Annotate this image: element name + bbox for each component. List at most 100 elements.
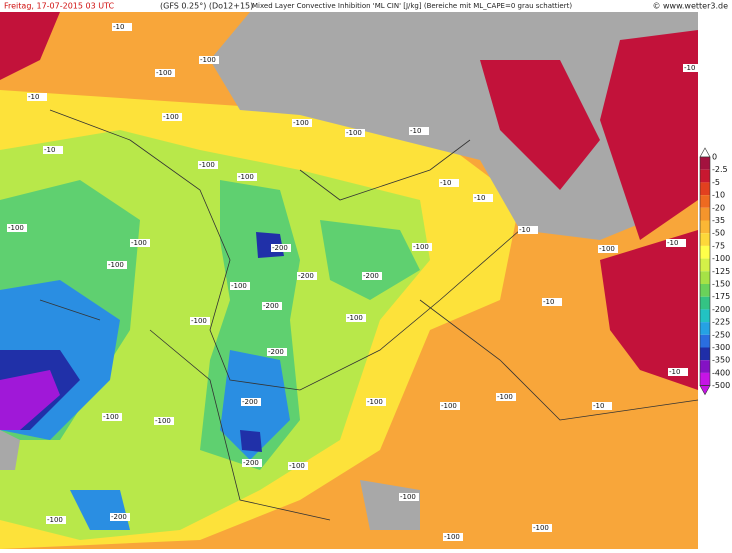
contour-label: -100 xyxy=(199,161,215,169)
field xyxy=(0,12,698,390)
colorbar-swatch xyxy=(700,360,710,373)
label-box xyxy=(154,417,174,425)
colorbar-label: -75 xyxy=(712,241,725,250)
contour-label: -10 xyxy=(28,93,39,101)
contour-label: -200 xyxy=(111,513,127,521)
colorbar-swatch xyxy=(700,169,710,183)
label-box xyxy=(683,64,703,72)
label-box xyxy=(345,129,365,137)
colorbar-label: -50 xyxy=(712,229,725,238)
label-box xyxy=(412,243,432,251)
map xyxy=(0,12,699,549)
contour-label: -100 xyxy=(47,516,63,524)
contour-label: -10 xyxy=(519,226,530,234)
contour-label: -100 xyxy=(599,245,615,253)
contour-label: -100 xyxy=(231,282,247,290)
contour-label: -100 xyxy=(497,393,513,401)
colorbar-label: -2.5 xyxy=(712,165,728,174)
label-box xyxy=(666,239,686,247)
colorbar-label: -200 xyxy=(712,305,730,314)
label-box xyxy=(271,244,291,252)
colorbar-label: 0 xyxy=(712,153,717,162)
label-box xyxy=(102,413,122,421)
contour-label: -100 xyxy=(346,129,362,137)
colorbar-label: -20 xyxy=(712,203,725,212)
contour-label: -100 xyxy=(444,533,460,541)
colorbar-swatch xyxy=(700,182,710,196)
label-box xyxy=(199,56,219,64)
colorbar-swatch xyxy=(700,334,710,348)
colorbar-swatch xyxy=(700,296,710,310)
contour-label: -10 xyxy=(684,64,695,72)
contour-label: -100 xyxy=(441,402,457,410)
label-box xyxy=(130,239,150,247)
colorbar-swatch xyxy=(700,157,710,170)
header-bar xyxy=(0,0,732,11)
label-box xyxy=(440,402,460,410)
contour-label: -200 xyxy=(298,272,314,280)
field xyxy=(0,180,420,470)
label-box xyxy=(473,194,493,202)
label-box xyxy=(292,119,312,127)
border-line xyxy=(39,109,699,521)
label-box xyxy=(592,402,612,410)
colorbar-label: -250 xyxy=(712,330,730,339)
label-box xyxy=(241,398,261,406)
contour-label: -100 xyxy=(413,243,429,251)
contour-label: -100 xyxy=(293,119,309,127)
contour-label: -100 xyxy=(156,69,172,77)
header-date: Freitag, 17-07-2015 03 UTC xyxy=(4,2,115,11)
label-box xyxy=(439,179,459,187)
contour-label: -200 xyxy=(272,244,288,252)
contour-label: -10 xyxy=(669,368,680,376)
contour-label: -10 xyxy=(593,402,604,410)
label-box xyxy=(409,127,429,135)
contour-label: -10 xyxy=(410,127,421,135)
colorbar-swatch xyxy=(700,207,710,221)
contour-label: -100 xyxy=(238,173,254,181)
gray-area xyxy=(0,430,420,530)
colorbar: 0 -2.5 -5 -10 -20 -35 -50 -75 -100 -125 -150 -175 -2… xyxy=(699,147,730,396)
label-box xyxy=(27,93,47,101)
contour-label: -200 xyxy=(363,272,379,280)
contour-label: -200 xyxy=(268,348,284,356)
label-box xyxy=(346,314,366,322)
label-box xyxy=(518,226,538,234)
label-box xyxy=(7,224,27,232)
contour-label: -100 xyxy=(155,417,171,425)
contour-label: -100 xyxy=(8,224,24,232)
contour-label: -200 xyxy=(263,302,279,310)
contour-label: -10 xyxy=(113,23,124,31)
header-title: Mixed Layer Convective Inhibition 'ML CI… xyxy=(252,2,572,10)
colorbar-label: -300 xyxy=(712,343,730,352)
contour-label: -100 xyxy=(400,493,416,501)
label-box xyxy=(242,459,262,467)
label-box xyxy=(43,146,63,154)
colorbar-label: -350 xyxy=(712,356,730,365)
label-box xyxy=(107,261,127,269)
contour-label: -200 xyxy=(242,398,258,406)
label-box xyxy=(112,23,132,31)
label-box xyxy=(362,272,382,280)
label-box xyxy=(598,245,618,253)
colorbar-label: -125 xyxy=(712,267,730,276)
contour-label: -10 xyxy=(667,239,678,247)
label-box xyxy=(532,524,552,532)
colorbar-swatch xyxy=(700,271,710,284)
colorbar-label: -400 xyxy=(712,368,730,377)
colorbar-swatch xyxy=(700,258,710,272)
colorbar-label: -5 xyxy=(712,178,720,187)
contour-labels: -10 -10 -100 -100 -10 -100 -100 -10 -100 -100 -100… xyxy=(7,23,703,541)
contour-label: -100 xyxy=(200,56,216,64)
contour-label: -10 xyxy=(474,194,485,202)
contour-label: -100 xyxy=(367,398,383,406)
colorbar-swatch xyxy=(700,195,710,208)
colorbar-swatch xyxy=(700,309,710,323)
label-box xyxy=(155,69,175,77)
colorbar-swatch xyxy=(700,233,710,246)
contour-label: -100 xyxy=(533,524,549,532)
label-box xyxy=(237,173,257,181)
contour-label: -100 xyxy=(108,261,124,269)
contour-label: -200 xyxy=(243,459,259,467)
colorbar-label: -500 xyxy=(712,381,730,390)
